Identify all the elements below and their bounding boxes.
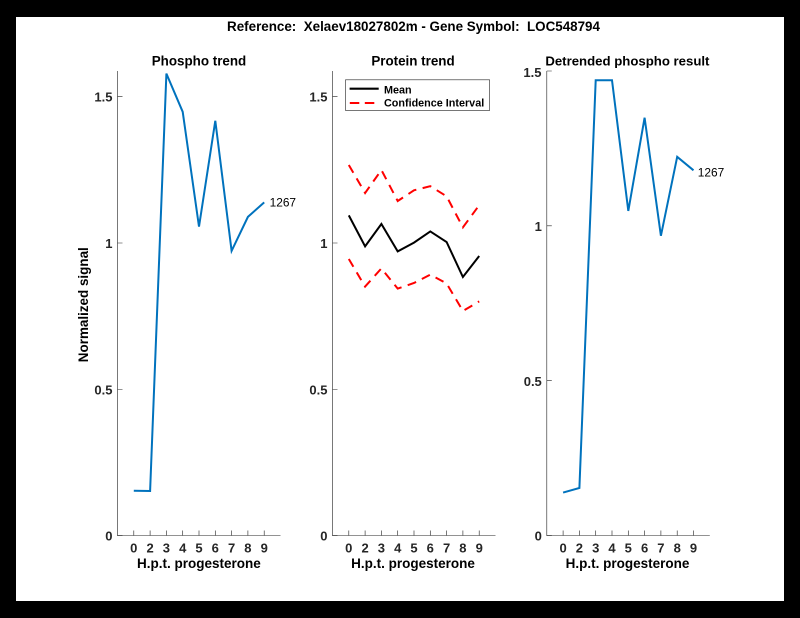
svg-text:7: 7 xyxy=(443,541,450,556)
svg-text:2: 2 xyxy=(576,541,583,556)
svg-text:0: 0 xyxy=(345,541,352,556)
svg-text:1: 1 xyxy=(105,236,112,251)
svg-text:1267: 1267 xyxy=(698,166,725,180)
svg-text:1: 1 xyxy=(320,236,327,251)
svg-text:3: 3 xyxy=(592,541,599,556)
svg-text:Confidence Interval: Confidence Interval xyxy=(384,97,484,109)
svg-text:Detrended phospho result: Detrended phospho result xyxy=(545,53,710,68)
svg-text:Mean: Mean xyxy=(384,85,412,97)
svg-text:4: 4 xyxy=(179,541,187,556)
svg-text:4: 4 xyxy=(394,541,402,556)
svg-text:8: 8 xyxy=(244,541,251,556)
svg-text:1: 1 xyxy=(535,219,542,234)
svg-text:9: 9 xyxy=(690,541,697,556)
svg-text:0.5: 0.5 xyxy=(524,374,542,389)
svg-text:2: 2 xyxy=(146,541,153,556)
svg-text:4: 4 xyxy=(608,541,616,556)
svg-text:H.p.t. progesterone: H.p.t. progesterone xyxy=(351,556,475,571)
svg-text:1267: 1267 xyxy=(270,196,297,210)
svg-text:0: 0 xyxy=(105,529,112,544)
svg-text:6: 6 xyxy=(641,541,648,556)
svg-text:H.p.t. progesterone: H.p.t. progesterone xyxy=(566,556,690,571)
svg-text:6: 6 xyxy=(427,541,434,556)
svg-text:7: 7 xyxy=(657,541,664,556)
svg-text:0: 0 xyxy=(130,541,137,556)
svg-text:0: 0 xyxy=(559,541,566,556)
svg-text:7: 7 xyxy=(228,541,235,556)
svg-text:2: 2 xyxy=(361,541,368,556)
svg-text:8: 8 xyxy=(459,541,466,556)
svg-text:9: 9 xyxy=(261,541,268,556)
svg-text:0.5: 0.5 xyxy=(94,383,112,398)
svg-text:1.5: 1.5 xyxy=(94,90,112,105)
svg-text:Protein trend: Protein trend xyxy=(371,53,454,68)
svg-text:Reference: Xelaev18027802m -: Reference: Xelaev18027802m - Gene Symbol… xyxy=(227,19,600,34)
svg-text:1.5: 1.5 xyxy=(523,65,541,80)
svg-text:H.p.t. progesterone: H.p.t. progesterone xyxy=(137,556,261,571)
svg-text:Normalized signal: Normalized signal xyxy=(76,247,91,362)
svg-text:1.5: 1.5 xyxy=(309,90,327,105)
svg-text:3: 3 xyxy=(163,541,170,556)
svg-text:5: 5 xyxy=(625,541,632,556)
svg-text:9: 9 xyxy=(476,541,483,556)
svg-text:0: 0 xyxy=(535,529,542,544)
svg-text:0.5: 0.5 xyxy=(309,383,327,398)
svg-text:8: 8 xyxy=(674,541,681,556)
svg-text:0: 0 xyxy=(320,529,327,544)
svg-text:6: 6 xyxy=(212,541,219,556)
svg-text:Phospho trend: Phospho trend xyxy=(152,53,246,68)
svg-text:5: 5 xyxy=(410,541,417,556)
svg-text:5: 5 xyxy=(195,541,202,556)
svg-text:3: 3 xyxy=(378,541,385,556)
